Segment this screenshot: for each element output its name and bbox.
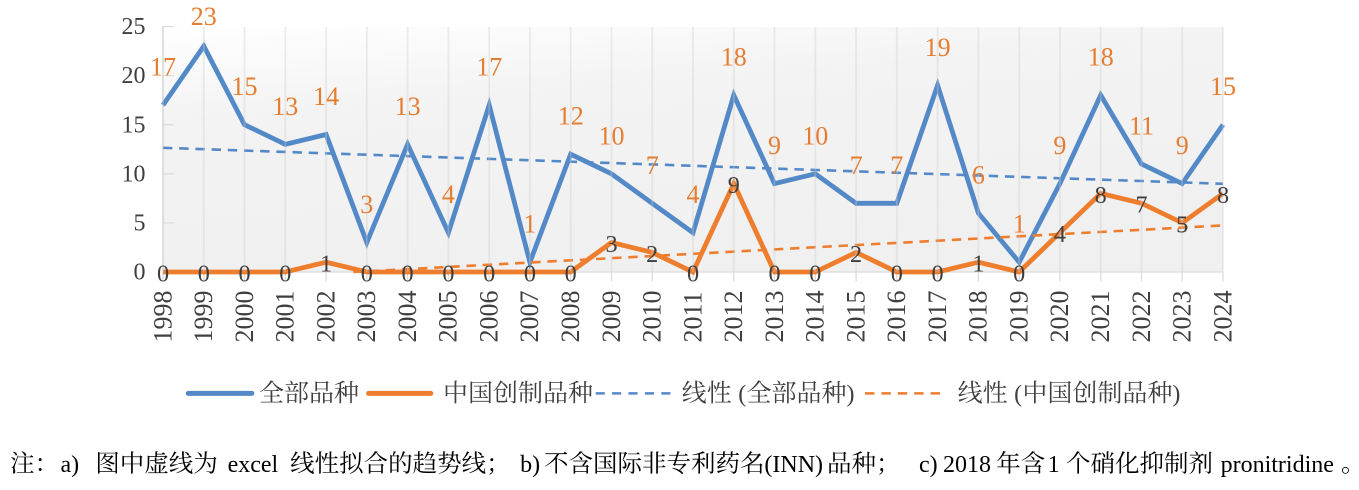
svg-text:17: 17: [150, 53, 176, 82]
svg-text:0: 0: [524, 260, 536, 287]
svg-text:2007: 2007: [515, 291, 544, 343]
svg-text:0: 0: [932, 260, 944, 287]
svg-text:3: 3: [605, 231, 617, 258]
svg-text:5: 5: [1176, 211, 1188, 238]
svg-text:19: 19: [925, 33, 951, 62]
svg-text:pronitridine: pronitridine: [1221, 452, 1334, 478]
svg-text:7: 7: [850, 151, 863, 180]
svg-text:25: 25: [122, 14, 146, 40]
svg-text:0: 0: [1013, 260, 1025, 287]
svg-text:2011: 2011: [678, 291, 707, 342]
svg-text:13: 13: [272, 92, 298, 121]
svg-text:): ): [847, 382, 855, 408]
svg-text:c): c): [919, 452, 938, 478]
svg-text:1998: 1998: [148, 291, 177, 343]
svg-text:0: 0: [238, 260, 250, 287]
svg-text:7: 7: [1135, 192, 1147, 219]
svg-text:1999: 1999: [189, 291, 218, 343]
svg-text:2022: 2022: [1127, 291, 1156, 343]
svg-text:a): a): [61, 452, 80, 478]
svg-text:5: 5: [134, 211, 146, 237]
svg-text:9: 9: [1053, 131, 1066, 160]
svg-text:0: 0: [402, 260, 414, 287]
svg-text:17: 17: [476, 53, 502, 82]
svg-text:2015: 2015: [841, 291, 870, 343]
svg-text:10: 10: [599, 121, 625, 150]
svg-text:2018: 2018: [943, 452, 991, 478]
svg-text:3: 3: [360, 190, 373, 219]
svg-text:0: 0: [442, 260, 454, 287]
svg-text:2019: 2019: [1005, 291, 1034, 343]
svg-text:2002: 2002: [311, 291, 340, 343]
svg-text:13: 13: [395, 92, 421, 121]
svg-text:0: 0: [198, 260, 210, 287]
svg-text:2003: 2003: [352, 291, 381, 343]
svg-text:2004: 2004: [393, 291, 422, 343]
svg-text:18: 18: [721, 43, 747, 72]
svg-text:0: 0: [279, 260, 291, 287]
svg-text:15: 15: [232, 72, 258, 101]
svg-text:11: 11: [1129, 112, 1154, 141]
svg-text:excel: excel: [228, 452, 279, 478]
svg-text:2020: 2020: [1045, 291, 1074, 343]
svg-text:2021: 2021: [1086, 291, 1115, 343]
svg-text:(: (: [738, 382, 746, 408]
svg-text:2023: 2023: [1168, 291, 1197, 343]
svg-text:0: 0: [483, 260, 495, 287]
svg-text:0: 0: [157, 260, 169, 287]
svg-text:2009: 2009: [597, 291, 626, 343]
svg-text:9: 9: [728, 172, 740, 199]
svg-text:2000: 2000: [230, 291, 259, 343]
svg-text:15: 15: [1210, 72, 1236, 101]
svg-text:0: 0: [134, 260, 146, 286]
svg-text:9: 9: [768, 131, 781, 160]
svg-text:2016: 2016: [882, 291, 911, 343]
svg-text:0: 0: [565, 260, 577, 287]
svg-text:1: 1: [523, 210, 536, 239]
svg-text:23: 23: [191, 2, 217, 31]
svg-text:b): b): [520, 452, 540, 478]
svg-text:1: 1: [972, 251, 984, 278]
svg-text:1: 1: [1013, 210, 1026, 239]
svg-text:15: 15: [122, 112, 146, 138]
svg-text:14: 14: [313, 82, 339, 111]
svg-text:2018: 2018: [964, 291, 993, 343]
svg-text:2008: 2008: [556, 291, 585, 343]
svg-text:): ): [1172, 382, 1180, 408]
svg-text:2012: 2012: [719, 291, 748, 343]
svg-text:(INN): (INN): [764, 452, 823, 478]
svg-text:0: 0: [891, 260, 903, 287]
svg-text:0: 0: [687, 260, 699, 287]
svg-text:0: 0: [768, 260, 780, 287]
svg-text:2: 2: [850, 241, 862, 268]
svg-text:10: 10: [122, 161, 146, 187]
svg-text:2001: 2001: [271, 291, 300, 343]
svg-text:7: 7: [646, 151, 659, 180]
svg-text:0: 0: [361, 260, 373, 287]
svg-text:9: 9: [1176, 131, 1189, 160]
svg-text:1: 1: [320, 251, 332, 278]
svg-text:2017: 2017: [923, 291, 952, 343]
svg-text:1: 1: [1048, 452, 1060, 478]
svg-text:(: (: [1014, 382, 1022, 408]
svg-text:0: 0: [809, 260, 821, 287]
svg-text:8: 8: [1217, 182, 1229, 209]
svg-text:2024: 2024: [1208, 291, 1237, 343]
svg-text:4: 4: [1054, 221, 1066, 248]
svg-text:20: 20: [122, 63, 146, 89]
svg-text:4: 4: [687, 180, 700, 209]
svg-text:4: 4: [442, 180, 455, 209]
svg-text:7: 7: [890, 151, 903, 180]
svg-text:12: 12: [558, 102, 584, 131]
svg-text:18: 18: [1088, 43, 1114, 72]
svg-text:2010: 2010: [638, 291, 667, 343]
svg-text:8: 8: [1095, 182, 1107, 209]
svg-text:2013: 2013: [760, 291, 789, 343]
svg-text:6: 6: [972, 161, 985, 190]
svg-text:2: 2: [646, 241, 658, 268]
svg-text:2005: 2005: [434, 291, 463, 343]
svg-text:2006: 2006: [475, 291, 504, 343]
svg-text:2014: 2014: [801, 291, 830, 343]
svg-text:10: 10: [802, 121, 828, 150]
